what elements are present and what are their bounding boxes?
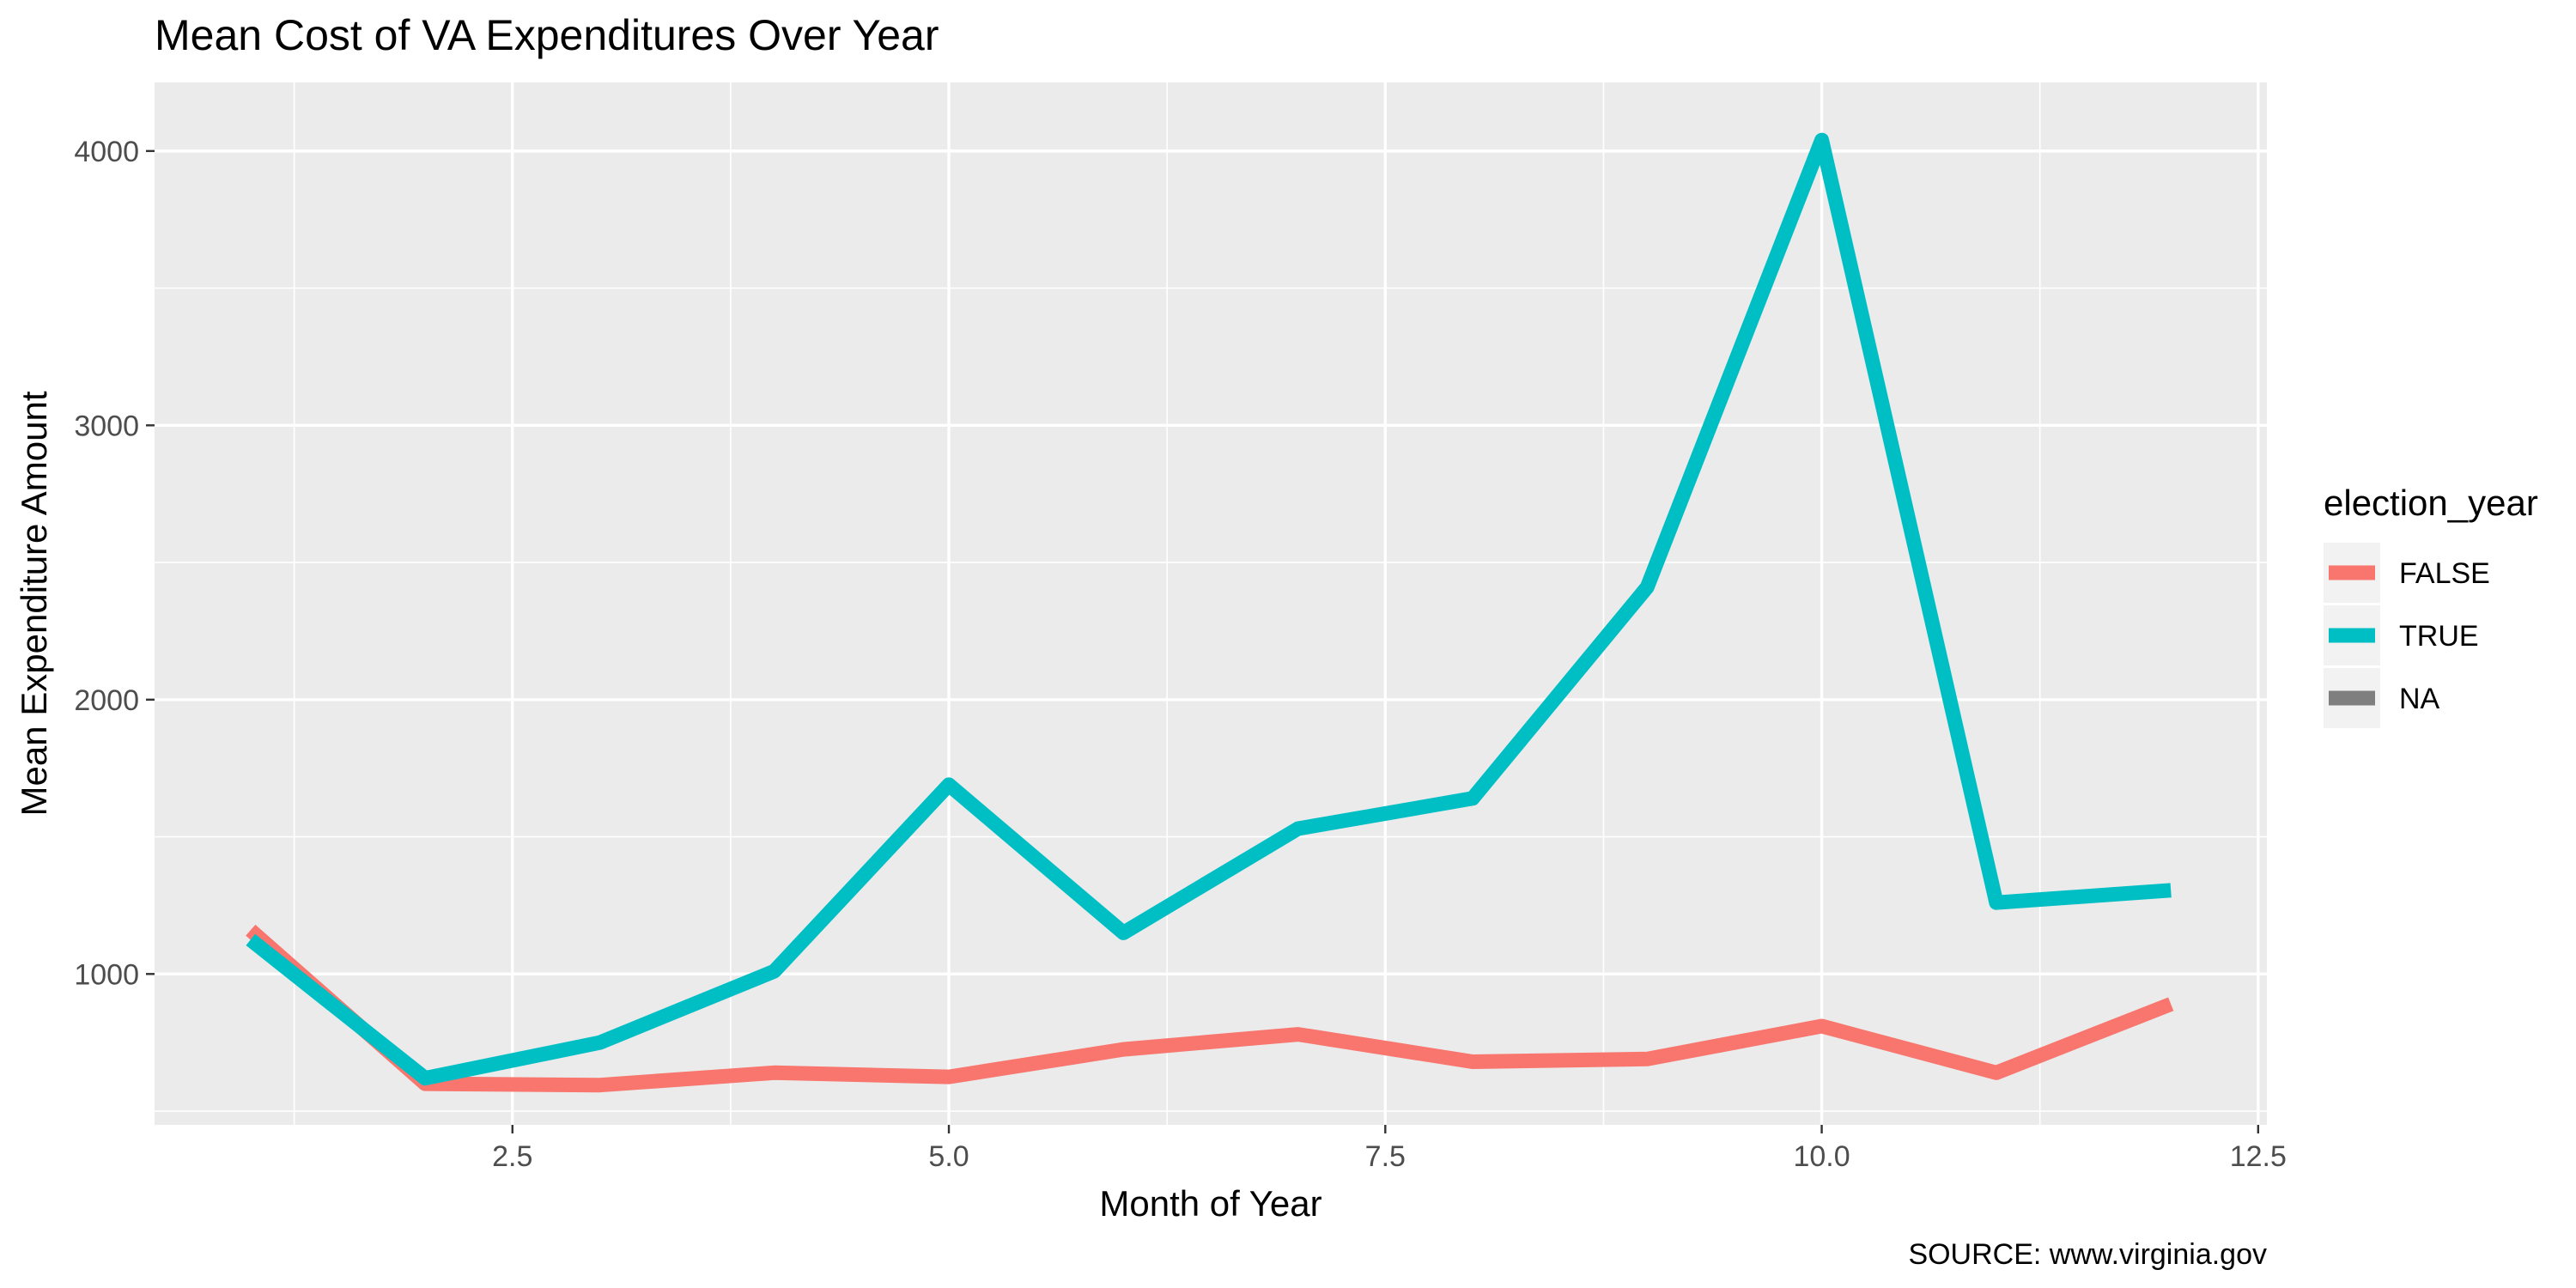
series-layer (246, 132, 2174, 1093)
legend-label-true: TRUE (2399, 620, 2479, 653)
series-line-false (246, 924, 2174, 1093)
x-axis-title: Month of Year (1099, 1183, 1321, 1224)
y-tick-label: 2000 (74, 684, 139, 717)
legend-label-false: FALSE (2399, 557, 2490, 590)
legend-title: election_year (2324, 483, 2538, 523)
chart-title: Mean Cost of VA Expenditures Over Year (155, 11, 939, 59)
axis-ticks (146, 149, 2260, 1133)
legend-label-na: NA (2399, 683, 2440, 715)
x-tick-label: 12.5 (2230, 1140, 2287, 1173)
x-tick-label: 5.0 (928, 1140, 969, 1173)
legend: election_year FALSE TRUE NA (2324, 483, 2538, 728)
source-caption: SOURCE: www.virginia.gov (1908, 1238, 2267, 1271)
y-tick-label: 4000 (74, 136, 139, 168)
axis-tick-labels: 2.5 5.0 7.5 10.0 12.5 1000 2000 3000 4000 (74, 136, 2287, 1173)
y-axis-title: Mean Expenditure Amount (14, 391, 54, 816)
minor-gridlines (155, 82, 2267, 1125)
plot-panel (155, 82, 2267, 1125)
x-tick-label: 2.5 (492, 1140, 532, 1173)
x-tick-label: 7.5 (1365, 1140, 1406, 1173)
y-tick-label: 1000 (74, 958, 139, 991)
legend-entries: FALSE TRUE NA (2324, 543, 2490, 728)
series-line-true (246, 132, 2172, 1086)
x-tick-label: 10.0 (1793, 1140, 1850, 1173)
y-tick-label: 3000 (74, 410, 139, 442)
major-gridlines (155, 82, 2267, 1125)
